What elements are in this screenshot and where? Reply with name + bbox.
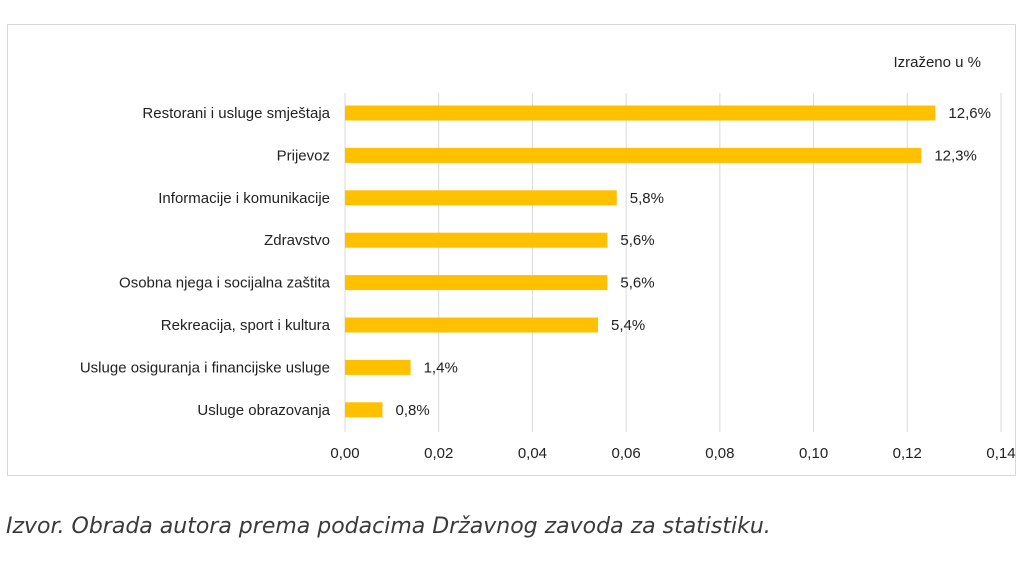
category-label: Zdravstvo [264,232,330,249]
bar [345,359,411,375]
data-label: 5,8% [630,190,664,207]
data-label: 1,4% [424,359,458,376]
x-tick-label: 0,12 [893,445,922,462]
x-tick-label: 0,08 [705,445,734,462]
unit-note: Izraženo u % [893,54,981,71]
bar [345,190,617,206]
category-label: Rekreacija, sport i kultura [161,317,331,334]
data-label: 12,6% [948,105,991,122]
data-label: 12,3% [934,147,977,164]
chart-panel: Izraženo u % Restorani i usluge smještaja… [7,24,1016,476]
x-tick-label: 0,10 [799,445,828,462]
data-label: 5,4% [611,317,645,334]
bar-chart: Izraženo u % Restorani i usluge smještaja… [80,54,1016,462]
x-tick-label: 0,14 [986,445,1015,462]
x-tick-label: 0,00 [330,445,359,462]
x-tick-label: 0,02 [424,445,453,462]
category-label: Informacije i komunikacije [158,190,330,207]
x-tick-label: 0,04 [518,445,547,462]
bar [345,232,608,248]
x-tick-label: 0,06 [612,445,641,462]
data-label: 5,6% [620,275,654,292]
bar [345,317,599,333]
data-label: 5,6% [620,232,654,249]
bar [345,275,608,291]
bar [345,105,936,121]
category-label: Restorani i usluge smještaja [142,105,330,122]
data-label: 0,8% [395,402,429,419]
category-label: Usluge obrazovanja [197,402,330,419]
category-label: Osobna njega i socijalna zaštita [119,275,331,292]
bar [345,147,922,163]
category-label: Prijevoz [277,147,330,164]
source-caption: Izvor. Obrada autora prema podacima Drža… [6,514,771,539]
category-label: Usluge osiguranja i financijske usluge [80,359,330,376]
bar [345,402,383,418]
